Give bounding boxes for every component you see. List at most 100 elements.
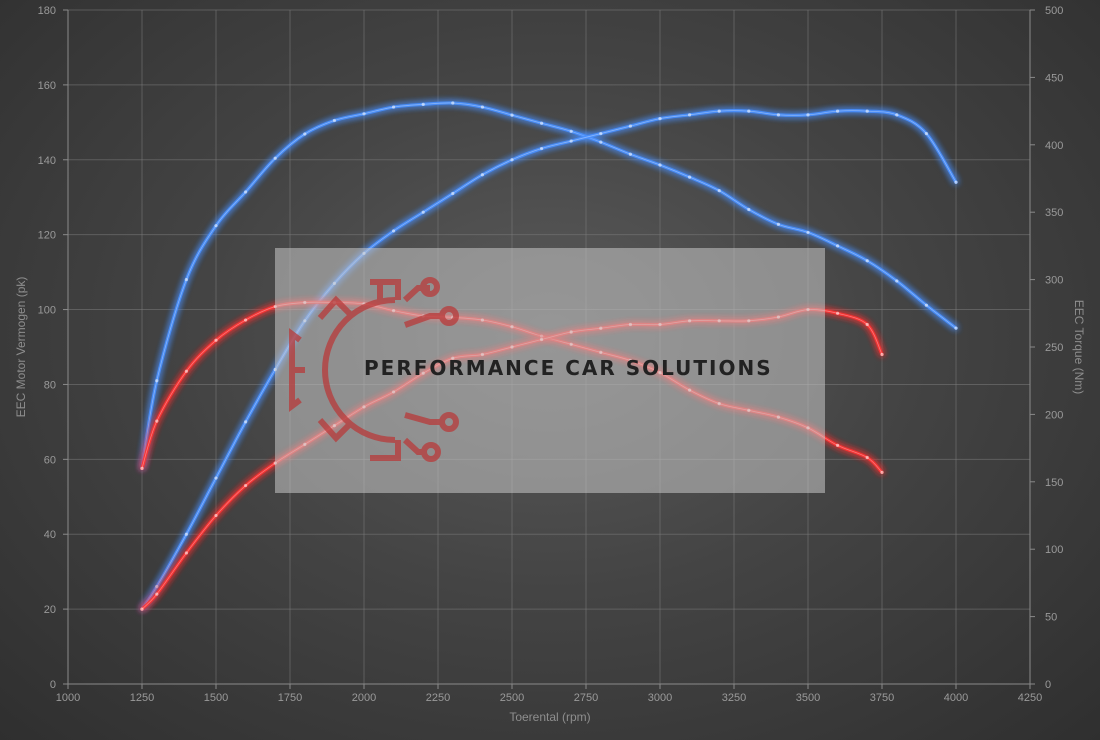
axes: 1000 1250 1500 1750 2000 2250 2500 2750 3000 3250… — [38, 5, 1064, 704]
data-point — [451, 191, 455, 196]
data-point — [628, 152, 633, 156]
data-point — [184, 278, 188, 282]
y-right-tick-label: 500 — [1045, 5, 1063, 17]
x-tick-label: 1500 — [204, 692, 228, 704]
data-point — [421, 102, 425, 106]
y-left-tick-label: 0 — [50, 679, 56, 691]
data-point — [836, 311, 840, 315]
gear-circuit-icon — [289, 277, 459, 462]
x-tick-label: 4250 — [1018, 692, 1042, 704]
data-point — [599, 140, 603, 144]
data-point — [244, 190, 248, 194]
data-point — [273, 156, 277, 160]
y-right-tick-label: 200 — [1045, 409, 1063, 421]
data-point — [184, 551, 188, 555]
x-tick-label: 3500 — [796, 692, 820, 704]
data-point — [155, 419, 159, 423]
y-left-tick-label: 100 — [38, 305, 56, 317]
data-point — [895, 279, 899, 283]
watermark-logo: PERFORMANCE CAR SOLUTIONS — [275, 248, 825, 493]
data-point — [806, 230, 810, 235]
y-left-tick-label: 60 — [44, 454, 56, 466]
data-point — [140, 607, 144, 611]
x-tick-label: 1750 — [278, 692, 302, 704]
data-point — [865, 455, 869, 460]
data-point — [303, 132, 307, 136]
x-tick-label: 3250 — [722, 692, 746, 704]
series-1-left — [140, 109, 958, 611]
y-axis-left-title: EEC Motor Vermogen (pk) — [14, 277, 28, 418]
data-point — [540, 121, 544, 125]
x-tick-label: 2000 — [352, 692, 376, 704]
data-point — [880, 352, 884, 357]
x-tick-label: 3000 — [648, 692, 672, 704]
x-tick-label: 2750 — [574, 692, 598, 704]
data-point — [658, 163, 662, 167]
data-point — [747, 207, 751, 212]
data-point — [392, 229, 396, 233]
y-left-tick-label: 20 — [44, 604, 56, 616]
data-point — [214, 224, 218, 228]
series-line — [140, 101, 958, 470]
data-point — [451, 101, 455, 105]
y-axis-right-title: EEC Torque (Nm) — [1072, 300, 1086, 394]
y-right-tick-label: 350 — [1045, 207, 1063, 219]
data-point — [776, 222, 781, 226]
data-point — [155, 585, 159, 589]
data-point — [214, 476, 218, 480]
data-point — [569, 139, 573, 143]
x-tick-label: 4000 — [944, 692, 968, 704]
data-point — [140, 466, 144, 470]
data-point — [717, 109, 721, 113]
x-tick-label: 1000 — [56, 692, 80, 704]
data-point — [244, 420, 248, 424]
y-left-tick-label: 160 — [38, 80, 56, 92]
data-point — [155, 592, 159, 596]
x-tick-label: 1250 — [130, 692, 154, 704]
data-point — [569, 129, 573, 133]
y-right-tick-label: 400 — [1045, 140, 1063, 152]
data-point — [717, 189, 721, 193]
data-point — [895, 113, 899, 117]
data-point — [880, 470, 884, 474]
y-right-tick-label: 50 — [1045, 612, 1057, 624]
data-point — [836, 443, 840, 448]
data-point — [924, 131, 929, 136]
data-point — [510, 158, 514, 162]
data-point — [836, 244, 840, 248]
data-point — [214, 338, 218, 342]
y-left-tick-label: 180 — [38, 5, 56, 17]
data-point — [806, 113, 810, 117]
data-point — [865, 109, 869, 113]
y-left-tick-label: 40 — [44, 529, 56, 541]
y-right-tick-label: 100 — [1045, 544, 1063, 556]
series-line-highlight — [141, 102, 957, 469]
data-point — [747, 109, 751, 113]
data-point — [658, 116, 662, 121]
watermark-box — [275, 248, 825, 493]
data-point — [865, 322, 869, 327]
data-point — [688, 175, 692, 179]
data-point — [362, 112, 366, 116]
data-point — [332, 118, 336, 123]
data-point — [214, 513, 218, 518]
data-point — [392, 105, 396, 109]
y-right-tick-label: 450 — [1045, 72, 1063, 84]
data-point — [480, 173, 484, 177]
x-tick-label: 2500 — [500, 692, 524, 704]
y-left-tick-label: 80 — [44, 379, 56, 391]
y-left-tick-label: 120 — [38, 230, 56, 242]
y-right-tick-label: 250 — [1045, 342, 1063, 354]
y-right-tick-label: 300 — [1045, 275, 1063, 287]
data-point — [836, 109, 840, 113]
x-tick-label: 3750 — [870, 692, 894, 704]
data-point — [924, 303, 929, 307]
data-point — [540, 146, 544, 151]
y-left-tick-label: 140 — [38, 155, 56, 167]
x-tick-label: 2250 — [426, 692, 450, 704]
data-point — [244, 318, 248, 322]
data-point — [184, 369, 188, 373]
series-0-right — [140, 101, 958, 470]
